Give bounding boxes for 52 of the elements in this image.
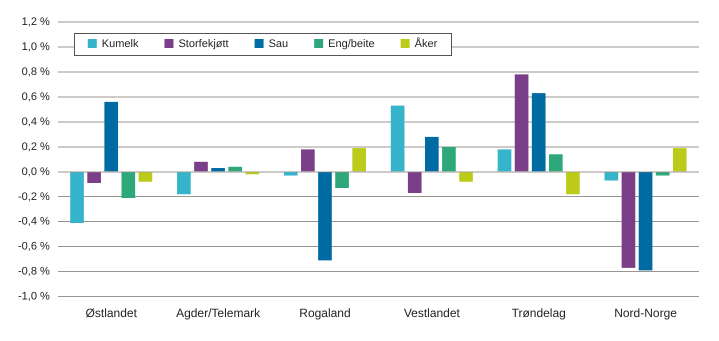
bar [514, 74, 528, 172]
bar [194, 162, 208, 172]
legend-label: Eng/beite [328, 38, 375, 50]
y-tick-label: 0,8 % [22, 66, 50, 78]
bar [656, 172, 670, 176]
bar [318, 172, 332, 260]
bar [638, 172, 652, 270]
bar [622, 172, 636, 268]
bar [301, 149, 315, 172]
x-tick-label: Østlandet [86, 306, 138, 320]
x-tick-label: Nord-Norge [614, 306, 678, 320]
legend-label: Åker [414, 37, 438, 50]
y-tick-label: 0,2 % [22, 140, 50, 153]
bar [442, 146, 456, 172]
bar [566, 172, 580, 194]
y-tick-label: -0,2 % [18, 190, 50, 203]
bar [498, 149, 512, 172]
y-tick-label: -0,4 % [18, 216, 50, 228]
bar [211, 168, 225, 172]
y-tick-label: -0,8 % [18, 266, 50, 278]
bar [672, 148, 687, 172]
bar [70, 172, 84, 223]
y-tick-label: 0,4 % [22, 116, 50, 128]
bar [352, 148, 366, 172]
bar [604, 172, 618, 181]
x-tick-label: Vestlandet [404, 306, 461, 320]
bar [548, 154, 563, 172]
bar [87, 172, 101, 184]
x-tick-label: Trøndelag [512, 306, 566, 320]
bar [532, 93, 546, 172]
bar [138, 172, 152, 182]
legend-label: Sau [268, 38, 288, 50]
y-tick-label: 1,0 % [22, 40, 50, 53]
bar [459, 172, 473, 182]
x-tick-label: Agder/Telemark [176, 306, 262, 320]
x-tick-label: Rogaland [299, 306, 351, 320]
y-tick-label: 0,0 % [22, 166, 50, 178]
y-tick-label: -1,0 % [18, 290, 50, 303]
bar [284, 172, 298, 176]
bar [121, 172, 136, 198]
y-tick-label: -0,6 % [18, 240, 50, 253]
y-tick-label: 0,6 % [22, 90, 50, 103]
bar [390, 106, 404, 172]
bar [104, 102, 118, 172]
legend-label: Storfekjøtt [178, 38, 229, 50]
legend-label: Kumelk [102, 38, 139, 50]
bar [228, 166, 242, 172]
bar [424, 136, 439, 172]
bar [177, 172, 191, 194]
bar [408, 172, 422, 193]
bar [335, 172, 349, 188]
y-tick-label: 1,2 % [22, 16, 50, 28]
